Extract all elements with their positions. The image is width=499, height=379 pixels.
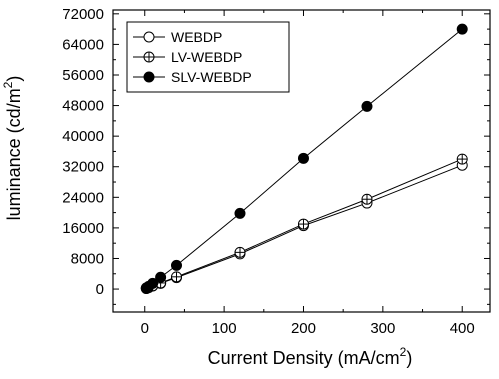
series-2-point-5 xyxy=(234,207,246,219)
y-tick-label-48000: 48000 xyxy=(62,98,104,115)
y-tick-label-32000: 32000 xyxy=(62,159,104,176)
x-tick-label-100: 100 xyxy=(212,320,237,337)
plot-area xyxy=(112,9,491,313)
series-1-point-6 xyxy=(297,218,309,230)
legend-label-1: LV-WEBDP xyxy=(171,49,242,65)
y-axis-title-text: luminance (cd/m xyxy=(4,88,24,220)
series-2-point-4 xyxy=(170,259,182,271)
series-2-point-2 xyxy=(147,277,159,289)
x-tick-label-200: 200 xyxy=(291,320,316,337)
y-axis-title-end: ) xyxy=(4,76,24,82)
y-tick-label-40000: 40000 xyxy=(62,128,104,145)
y-axis-title: luminance (cd/m2) xyxy=(1,76,24,221)
series-2-point-3 xyxy=(155,271,167,283)
series-1-point-8 xyxy=(456,153,468,165)
x-axis-title: Current Density (mA/cm2) xyxy=(208,345,413,368)
y-axis-title-superscript: 2 xyxy=(1,81,15,88)
legend-marker-0 xyxy=(143,31,155,43)
legend-label-2: SLV-WEBDP xyxy=(171,69,252,85)
legend-label-0: WEBDP xyxy=(171,29,222,45)
y-tick-label-8000: 8000 xyxy=(71,250,104,267)
y-tick-label-64000: 64000 xyxy=(62,36,104,53)
x-tick-label-400: 400 xyxy=(450,320,475,337)
y-tick-label-56000: 56000 xyxy=(62,67,104,84)
series-marks xyxy=(140,23,468,294)
series-1-point-7 xyxy=(361,193,373,205)
y-tick-label-16000: 16000 xyxy=(62,220,104,237)
legend: WEBDP LV-WEBDP SLV-WEBDP xyxy=(126,21,290,93)
y-tick-label-72000: 72000 xyxy=(62,6,104,23)
series-1-point-5 xyxy=(234,246,246,258)
series-2-point-7 xyxy=(361,100,373,112)
x-axis-title-end: ) xyxy=(406,348,412,368)
x-tick-label-0: 0 xyxy=(141,320,149,337)
y-tick-label-0: 0 xyxy=(96,281,104,298)
x-axis-title-text: Current Density (mA/cm xyxy=(208,348,400,368)
plot-frame xyxy=(112,9,491,313)
legend-marker-2 xyxy=(143,71,155,83)
series-1-point-4 xyxy=(170,271,182,283)
series-2-point-8 xyxy=(456,23,468,35)
legend-marker-1 xyxy=(143,51,155,63)
x-axis-title-superscript: 2 xyxy=(400,345,407,359)
x-tick-label-300: 300 xyxy=(370,320,395,337)
series-2-point-6 xyxy=(297,152,309,164)
y-tick-label-24000: 24000 xyxy=(62,189,104,206)
axis-ticks: 0 100 200 300 400 0 8000 16000 24000 32000 40000 48… xyxy=(62,6,490,337)
